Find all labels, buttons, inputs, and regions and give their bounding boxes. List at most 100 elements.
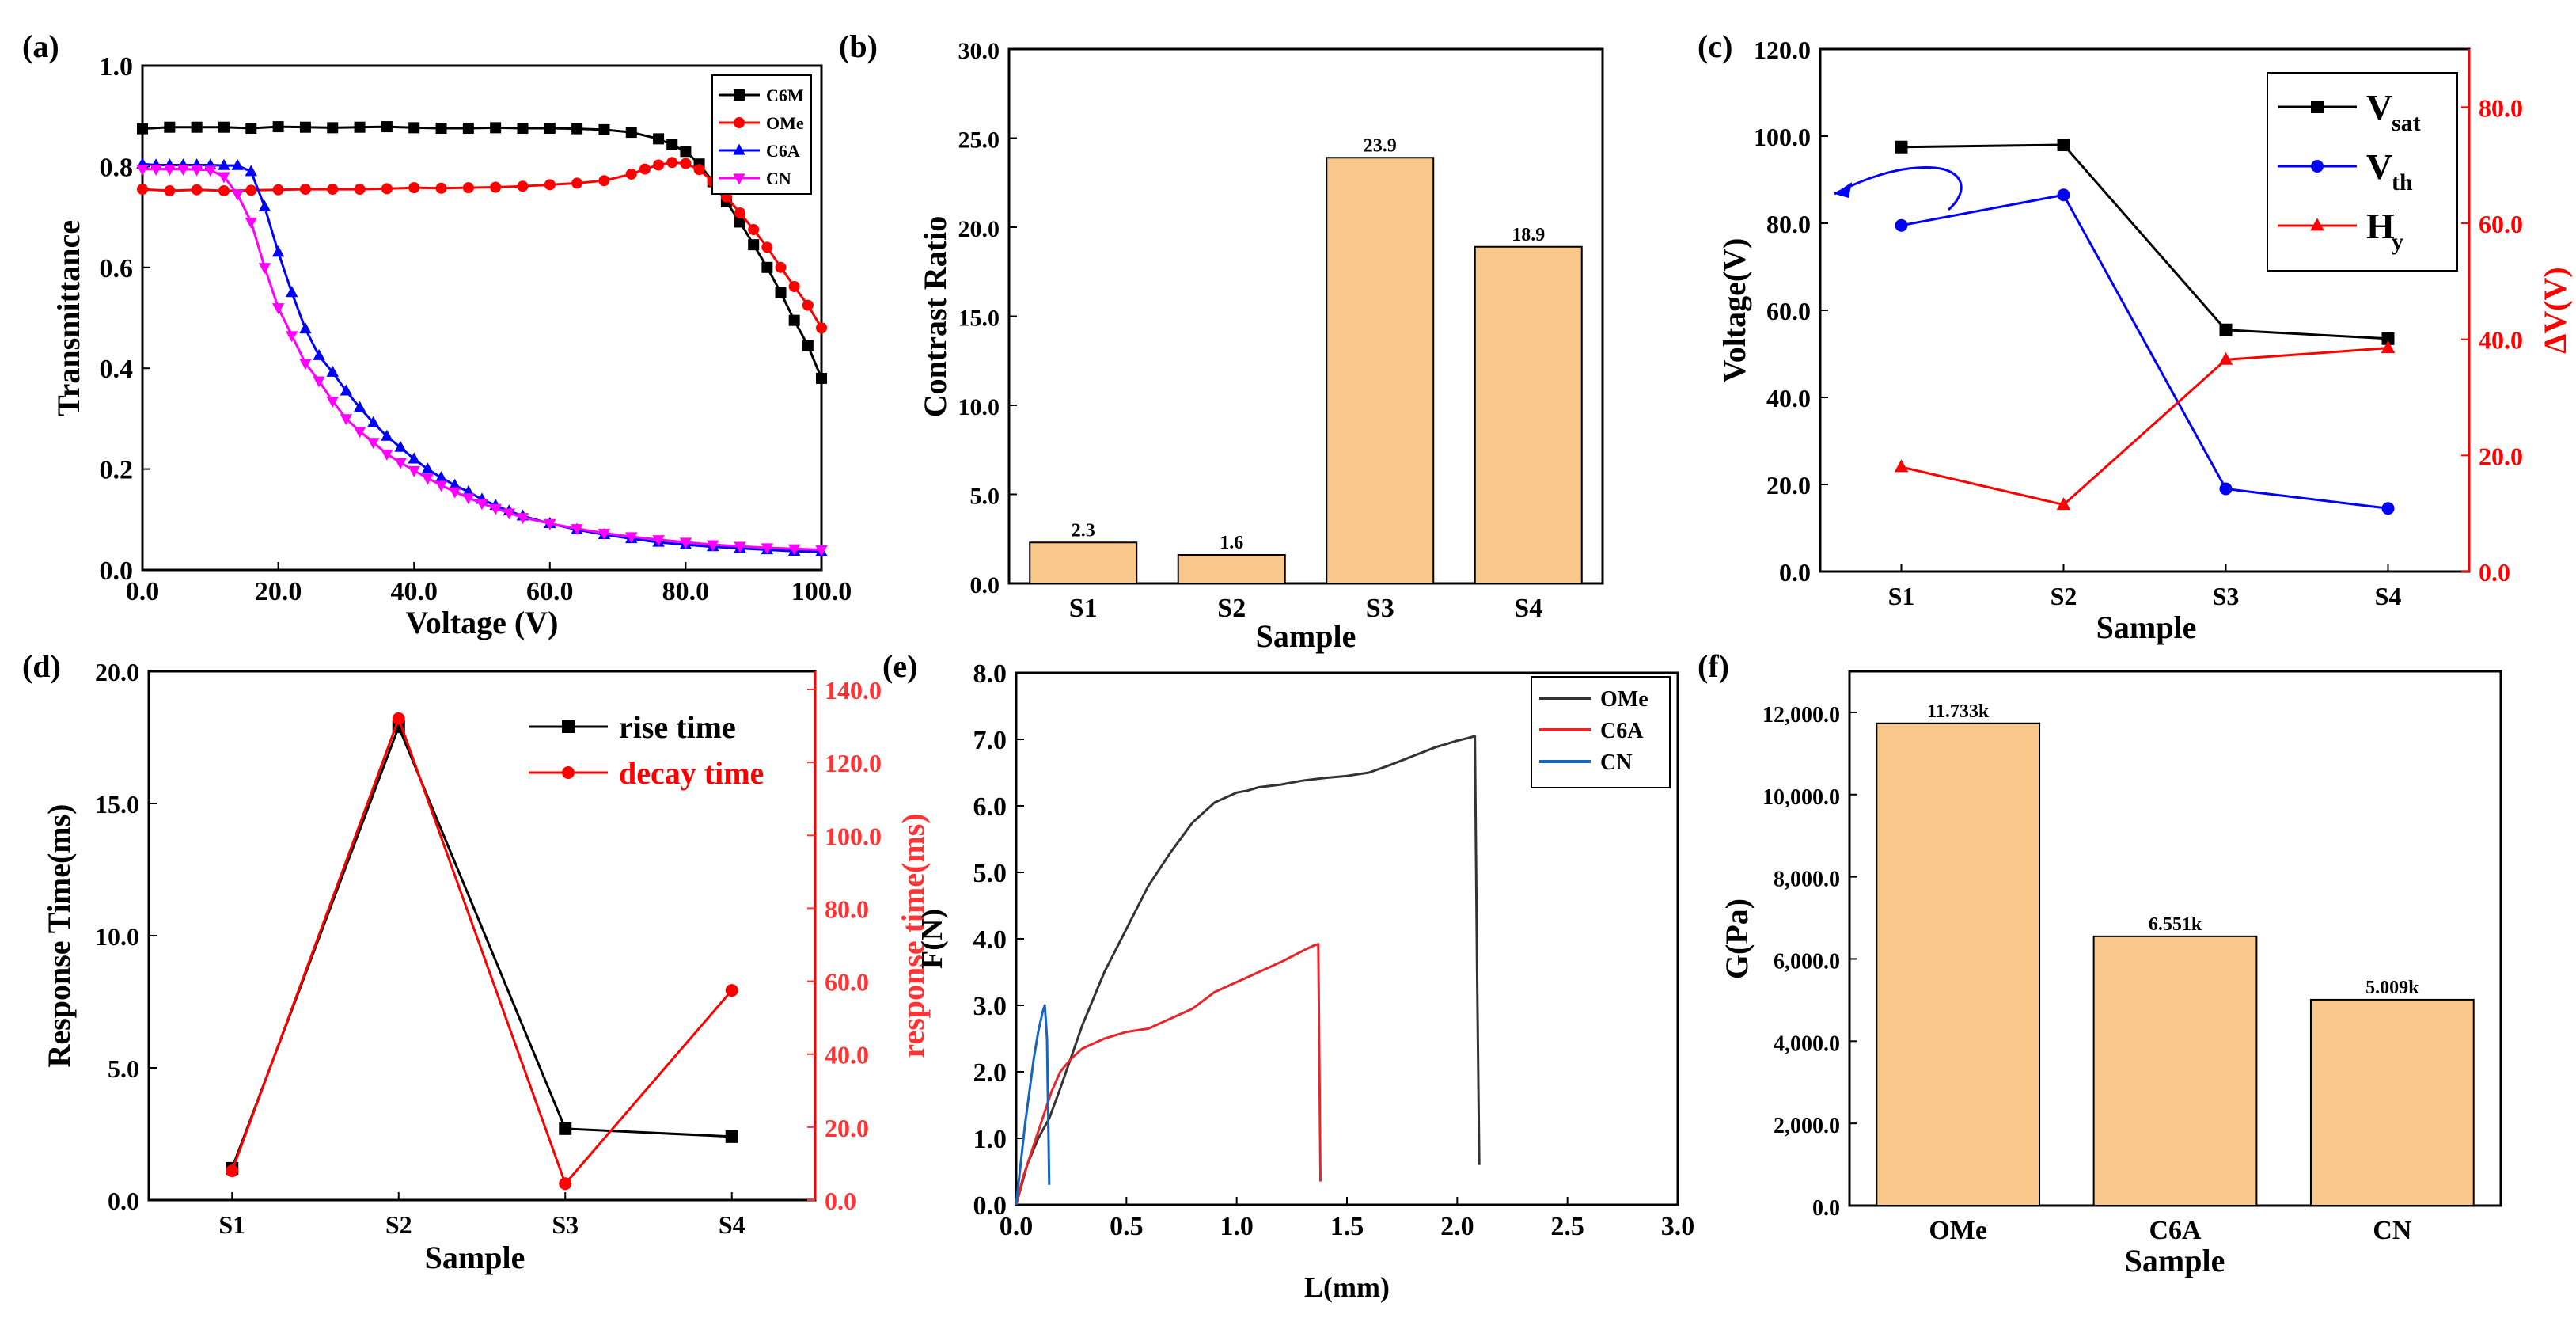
panel-a-point-cn: [299, 359, 312, 370]
panel-a-point-c6m: [544, 122, 556, 134]
panel-a-point-c6m: [517, 122, 529, 134]
panel-a-ylabel: Transmittance: [51, 220, 86, 416]
panel-c-ytick-right-label: 20.0: [2479, 442, 2523, 470]
panel-a-point-cn: [231, 189, 244, 201]
panel-a-point-c6a: [326, 365, 339, 377]
panel-e-xlabel: L(mm): [1304, 1271, 1390, 1303]
panel-a-point-cn: [489, 503, 502, 515]
panel-f-ytick-label: 12,000.0: [1762, 703, 1840, 727]
panel-a-legend-label-c6a: C6A: [766, 141, 800, 161]
panel-b-bar-value-label: 1.6: [1220, 533, 1243, 553]
panel-a-point-ome: [354, 184, 366, 196]
panel-c-point-hy: [2056, 497, 2071, 511]
panel-d-ytick-right-label: 140.0: [825, 676, 882, 705]
panel-a-point-c6m: [354, 121, 366, 133]
panel-c-point-vsat: [2219, 323, 2233, 336]
panel-d-ytick-label: 10.0: [95, 922, 139, 951]
panel-d-ytick-right-label: 80.0: [825, 894, 869, 923]
panel-a-point-cn: [434, 480, 448, 492]
panel-c-point-vsat: [1895, 140, 1908, 154]
panel-c-ytick-label: 80.0: [1766, 210, 1811, 238]
panel-a-point-ome: [693, 164, 705, 176]
panel-a-point-cn: [163, 164, 176, 176]
panel-d-ylabel-right: response time(ms): [895, 813, 931, 1058]
panel-c-ytick-label: 120.0: [1754, 36, 1811, 64]
panel-c-ylabel-right: ΔV(V): [2537, 267, 2573, 354]
panel-a-label: (a): [22, 28, 59, 64]
panel-b-bar-s3: [1326, 157, 1435, 584]
panel-b-bar-s1: [1029, 541, 1138, 584]
panel-a-point-cn: [787, 544, 801, 556]
panel-f: (f) 0.0 2,000.0 4,000.0 6,000.0 8,000.0 10,00…: [1698, 648, 2502, 1278]
panel-a-point-ome: [462, 182, 474, 194]
panel-f-xlabel: Sample: [2125, 1243, 2225, 1278]
panel-b-ytick-label: 20.0: [958, 216, 1000, 242]
panel-a-point-c6m: [408, 122, 420, 134]
panel-a-point-c6a: [271, 245, 285, 257]
panel-e-ytick-label: 5.0: [973, 859, 1007, 888]
panel-d-xtick-label: S1: [218, 1210, 245, 1239]
panel-a-legend-marker-ome: [734, 117, 745, 128]
panel-d-point-rise-time: [725, 1130, 738, 1143]
panel-a-point-ome: [653, 159, 665, 171]
panel-e-legend-label-c6a: C6A: [1600, 719, 1644, 743]
panel-d-xlabel: Sample: [425, 1240, 525, 1275]
panel-f-xtick-label: CN: [2373, 1216, 2412, 1245]
panel-d-legend: rise time decay time: [529, 709, 764, 791]
panel-a-point-c6m: [802, 340, 814, 351]
panel-c-legend-sub-hy: y: [2392, 229, 2403, 255]
panel-a-point-c6m: [381, 121, 393, 133]
panel-d-ytick-right-label: 40.0: [825, 1041, 869, 1069]
panel-a-point-ome: [734, 207, 746, 219]
panel-a-point-cn: [340, 414, 353, 426]
panel-a-point-cn: [625, 532, 638, 544]
panel-c-ytick-label: 100.0: [1754, 123, 1811, 151]
panel-a-point-cn: [503, 508, 516, 520]
panel-e-xtick-label: 3.0: [1661, 1212, 1695, 1241]
panel-f-bar-cn: [2309, 998, 2475, 1207]
panel-c-legend-marker-vth: [2311, 160, 2324, 173]
panel-a-xtick-label: 100.0: [791, 577, 852, 606]
panel-a-point-c6m: [218, 121, 230, 133]
panel-a-point-ome: [299, 184, 311, 196]
panel-a-point-ome: [816, 322, 827, 334]
panel-c-ylabel: Voltage(V): [1717, 238, 1752, 383]
panel-a-point-ome: [761, 241, 773, 253]
panel-a-point-ome: [598, 175, 610, 187]
panel-a-ytick-label: 0.4: [100, 355, 134, 384]
panel-d-point-decay-time: [559, 1177, 572, 1191]
panel-e-legend-box: [1531, 676, 1671, 788]
panel-a-ytick-label: 0.2: [100, 456, 134, 485]
panel-d-ylabel: Response Time(ms): [41, 804, 77, 1068]
panel-a-point-cn: [734, 541, 746, 553]
panel-a-point-cn: [367, 438, 380, 450]
panel-a-point-c6m: [816, 372, 827, 384]
panel-a-point-c6m: [680, 146, 692, 158]
panel-a-point-cn: [707, 540, 719, 552]
panel-e-ytick-label: 1.0: [973, 1125, 1007, 1154]
panel-a-point-cn: [176, 164, 190, 176]
panel-d-ytick-right-label: 100.0: [825, 822, 882, 850]
panel-b-ytick-label: 25.0: [958, 127, 1000, 154]
panel-a-point-ome: [164, 184, 176, 196]
panel-e-line-c6a: [1015, 943, 1322, 1206]
panel-f-ytick-label: 0.0: [1812, 1196, 1840, 1221]
panel-e-legend-label-ome: OMe: [1600, 687, 1648, 712]
panel-a-point-cn: [421, 473, 434, 485]
panel-a-point-cn: [190, 165, 203, 177]
panel-c-annotation-arrowhead: [1834, 182, 1852, 198]
panel-f-ytick-label: 8,000.0: [1774, 868, 1840, 892]
panel-a-point-cn: [679, 537, 692, 549]
panel-a-legend-label-cn: CN: [766, 169, 791, 188]
panel-a-point-cn: [571, 524, 583, 536]
panel-e-xtick-label: 0.0: [1000, 1212, 1034, 1241]
panel-a-xlabel: Voltage (V): [406, 605, 559, 640]
panel-a-point-ome: [517, 180, 529, 192]
panel-f-ylabel: G(Pa): [1719, 898, 1755, 979]
panel-e-label: (e): [882, 648, 917, 684]
panel-b-xtick-label: S1: [1069, 594, 1098, 623]
panel-c-line-hy: [1901, 347, 2388, 507]
panel-a-point-ome: [191, 184, 203, 196]
panel-c-legend-label-hy: H: [2366, 206, 2395, 246]
panel-a-legend-marker-c6m: [734, 89, 745, 101]
